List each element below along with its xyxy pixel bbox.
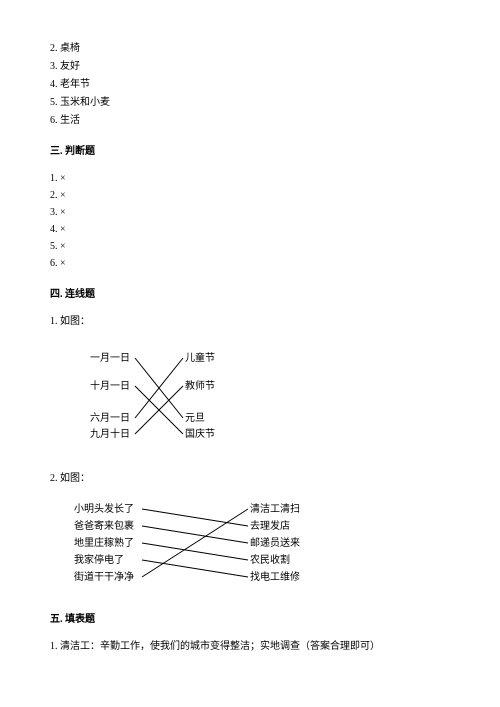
diagram-1: 一月一日十月一日六月一日九月十日 儿童节教师节元旦国庆节 [50, 338, 450, 456]
left-node-label: 爸爸寄来包裹 [74, 519, 134, 532]
left-node-label: 小明头发长了 [74, 502, 134, 515]
judge-item-mark: × [58, 190, 66, 201]
right-node-label: 教师节 [185, 379, 215, 392]
answer-item-text: 玉米和小麦 [58, 97, 111, 108]
judge-item: 2. × [50, 187, 450, 204]
answer-item-num: 6. [50, 115, 58, 126]
right-node-label: 元旦 [185, 412, 205, 424]
judge-item-num: 5. [50, 241, 58, 252]
matching-diagram: 一月一日十月一日六月一日九月十日 儿童节教师节元旦国庆节 [50, 338, 260, 450]
left-node-label: 六月一日 [90, 412, 130, 424]
right-node-label: 国庆节 [185, 427, 215, 440]
answer-item: 6. 生活 [50, 112, 450, 129]
match-edge [142, 526, 248, 543]
judge-item: 5. × [50, 238, 450, 255]
judge-item-num: 4. [50, 224, 58, 235]
judge-item: 1. × [50, 170, 450, 187]
judge-item-mark: × [58, 241, 66, 252]
answer-item-num: 2. [50, 43, 58, 54]
answer-item-num: 5. [50, 97, 58, 108]
left-node-label: 我家停电了 [74, 553, 124, 566]
right-node-label: 找电工维修 [250, 570, 300, 583]
judge-item-num: 6. [50, 258, 58, 269]
left-node-label: 街道干干净净 [74, 570, 134, 583]
answer-item-text: 友好 [58, 61, 81, 72]
q2-label: 2. 如图： [50, 470, 450, 487]
section3-title: 三. 判断题 [50, 143, 450, 160]
section4-title: 四. 连线题 [50, 286, 450, 303]
answer-item: 4. 老年节 [50, 76, 450, 93]
judge-item: 6. × [50, 255, 450, 272]
right-node-label: 去理发店 [250, 519, 290, 532]
judge-item-mark: × [58, 173, 66, 184]
left-node-label: 十月一日 [90, 379, 130, 392]
judge-item-num: 3. [50, 207, 58, 218]
fill-q1: 1. 清洁工：辛勤工作，使我们的城市变得整洁；实地调查（答案合理即可） [50, 638, 450, 655]
answer-list: 2. 桌椅3. 友好4. 老年节5. 玉米和小麦6. 生活 [50, 40, 450, 129]
judge-item: 4. × [50, 221, 450, 238]
answer-item-text: 老年节 [58, 79, 91, 90]
match-edge [142, 509, 248, 526]
judge-item-mark: × [58, 224, 66, 235]
left-node-label: 地里庄稼熟了 [74, 536, 134, 549]
judge-item-mark: × [58, 207, 66, 218]
answer-item-text: 生活 [58, 115, 81, 126]
answer-item: 2. 桌椅 [50, 40, 450, 57]
match-edge [142, 509, 248, 577]
answer-item: 3. 友好 [50, 58, 450, 75]
right-node-label: 清洁工清扫 [250, 502, 300, 515]
judge-list: 1. ×2. ×3. ×4. ×5. ×6. × [50, 170, 450, 272]
answer-item: 5. 玉米和小麦 [50, 94, 450, 111]
right-node-label: 邮递员送来 [250, 536, 300, 549]
judge-item-num: 1. [50, 173, 58, 184]
match-edge [142, 543, 248, 560]
left-node-label: 一月一日 [90, 352, 130, 364]
q1-label: 1. 如图： [50, 313, 450, 330]
diagram-2: 小明头发长了爸爸寄来包裹地里庄稼熟了我家停电了街道干干净净 清洁工清扫去理发店邮递… [50, 495, 450, 597]
answer-item-num: 3. [50, 61, 58, 72]
judge-item-num: 2. [50, 190, 58, 201]
right-node-label: 农民收割 [250, 553, 290, 566]
left-node-label: 九月十日 [90, 427, 130, 440]
match-edge [142, 560, 248, 577]
answer-item-text: 桌椅 [58, 43, 81, 54]
judge-item-mark: × [58, 258, 66, 269]
answer-item-num: 4. [50, 79, 58, 90]
matching-diagram: 小明头发长了爸爸寄来包裹地里庄稼熟了我家停电了街道干干净净 清洁工清扫去理发店邮递… [50, 495, 350, 591]
right-node-label: 儿童节 [185, 351, 215, 364]
judge-item: 3. × [50, 204, 450, 221]
section5-title: 五. 填表题 [50, 611, 450, 628]
